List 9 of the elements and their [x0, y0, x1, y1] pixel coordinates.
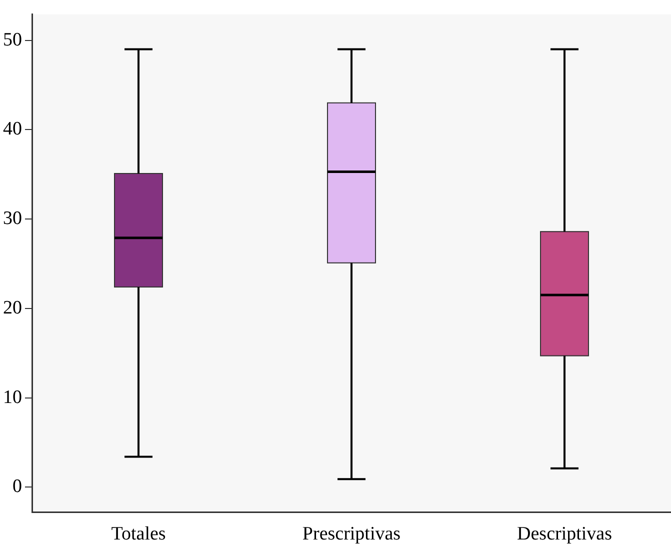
y-tick-label: 50 — [3, 29, 22, 50]
x-tick-label: Prescriptivas — [302, 524, 401, 545]
y-tick-label: 0 — [12, 476, 22, 498]
y-tick-label: 20 — [3, 297, 22, 318]
y-tick-label: 40 — [3, 118, 22, 140]
y-tick-label: 30 — [3, 208, 22, 230]
x-tick-label: Totales — [111, 524, 166, 545]
x-tick-label: Descriptivas — [517, 524, 612, 545]
y-tick-label: 10 — [3, 386, 22, 408]
